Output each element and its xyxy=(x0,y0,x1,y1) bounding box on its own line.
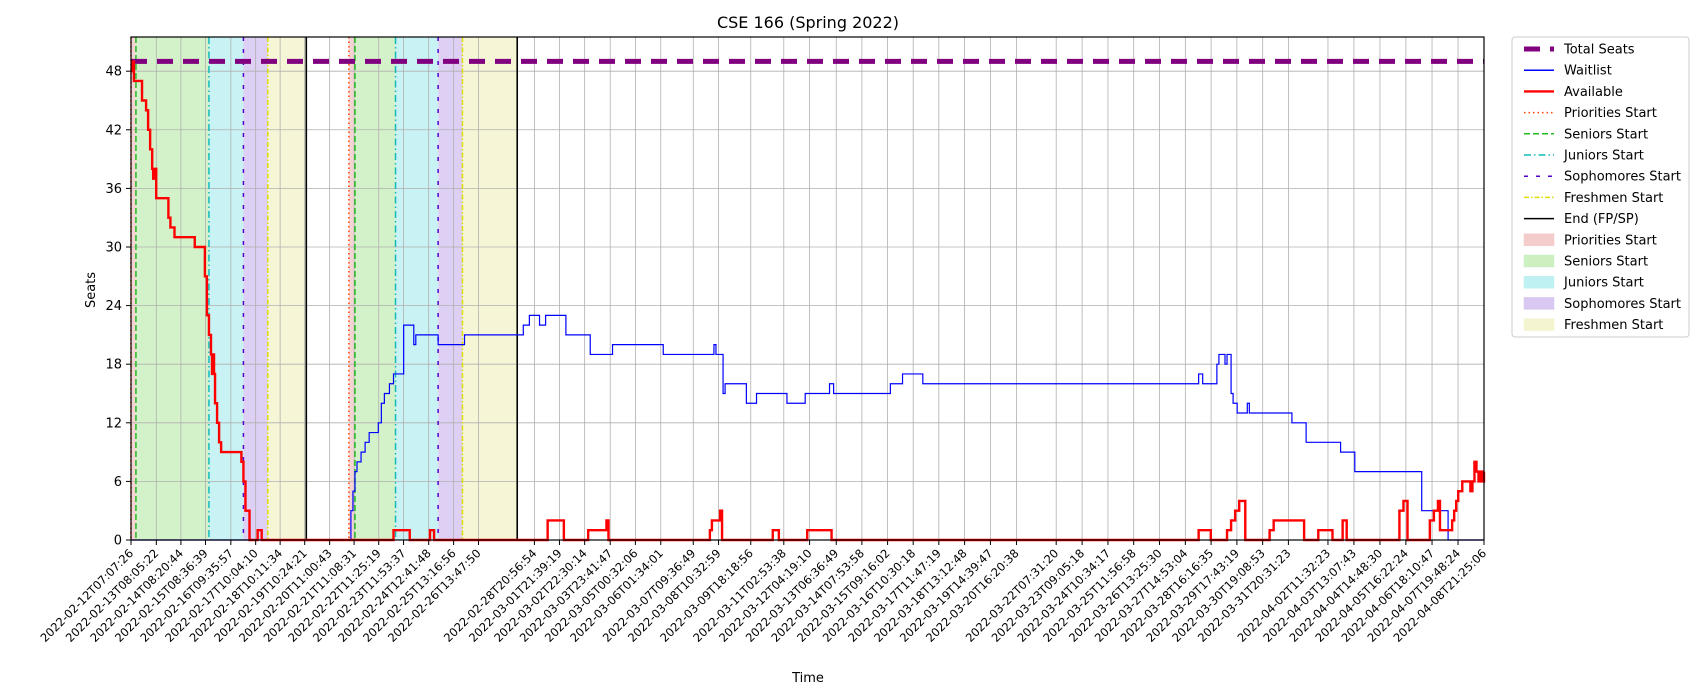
highlight-spans xyxy=(131,37,518,540)
legend-label-freshmen-start: Freshmen Start xyxy=(1564,191,1663,206)
legend-label-priorities-start: Priorities Start xyxy=(1564,106,1657,121)
y-axis: 0 6 12 18 24 30 36 42 48 xyxy=(105,65,131,549)
span-freshmen-start-0 xyxy=(267,37,307,540)
y-axis-label: Seats xyxy=(84,272,99,308)
legend-swatch-sophomores-start xyxy=(1523,297,1555,310)
series xyxy=(130,58,1486,542)
span-priorities-start-1 xyxy=(348,37,355,540)
series-available-line xyxy=(130,60,1486,542)
x-axis-label: Time xyxy=(791,671,824,686)
legend-label-sophomores-start: Sophomores Start xyxy=(1564,297,1681,312)
legend-swatch-seniors-start xyxy=(1523,254,1555,268)
span-freshmen-start-1 xyxy=(462,37,518,540)
legend-label-juniors-start: Juniors Start xyxy=(1563,149,1644,164)
x-axis: 2022-02-12T07:07:262022-02-13T08:05:2220… xyxy=(37,540,1489,645)
legend-label-sophomores-start: Sophomores Start xyxy=(1564,170,1681,185)
legend-box xyxy=(1511,36,1690,338)
span-priorities-start-0 xyxy=(131,37,136,540)
chart-title: CSE 166 (Spring 2022) xyxy=(717,13,899,32)
plot-frame xyxy=(130,36,1485,541)
legend-label-freshmen-start: Freshmen Start xyxy=(1564,318,1663,333)
span-seniors-start-0 xyxy=(135,37,209,540)
y-tick-label: 6 xyxy=(114,475,122,490)
legend-label-waitlist: Waitlist xyxy=(1564,64,1612,79)
span-juniors-start-0 xyxy=(208,37,244,540)
legend-label-priorities-start: Priorities Start xyxy=(1564,233,1657,248)
span-seniors-start-1 xyxy=(354,37,396,540)
y-tick-label: 18 xyxy=(105,358,122,373)
y-tick-label: 48 xyxy=(105,65,122,80)
legend-label-seniors-start: Seniors Start xyxy=(1564,255,1648,270)
y-tick-label: 12 xyxy=(105,416,122,431)
legend: Total Seats Waitlist Available Priorities S… xyxy=(1511,36,1690,338)
span-juniors-start-1 xyxy=(395,37,439,540)
y-tick-label: 42 xyxy=(105,123,122,138)
series-waitlist-line xyxy=(131,314,1484,541)
y-tick-label: 24 xyxy=(105,299,122,314)
legend-swatch-priorities-start xyxy=(1523,233,1555,247)
span-sophomores-start-1 xyxy=(438,37,463,540)
legend-label-total-seats: Total Seats xyxy=(1563,43,1635,58)
grid xyxy=(130,37,1485,541)
legend-swatch-juniors-start xyxy=(1523,275,1555,289)
legend-swatch-freshmen-start xyxy=(1523,318,1555,331)
y-tick-label: 30 xyxy=(105,240,122,255)
legend-label-available: Available xyxy=(1564,85,1623,100)
legend-label-seniors-start: Seniors Start xyxy=(1564,127,1648,142)
y-tick-label: 36 xyxy=(105,182,122,197)
y-tick-label: 0 xyxy=(114,534,122,549)
legend-label-end-fp-sp: End (FP/SP) xyxy=(1564,212,1639,227)
legend-label-juniors-start: Juniors Start xyxy=(1563,276,1644,291)
